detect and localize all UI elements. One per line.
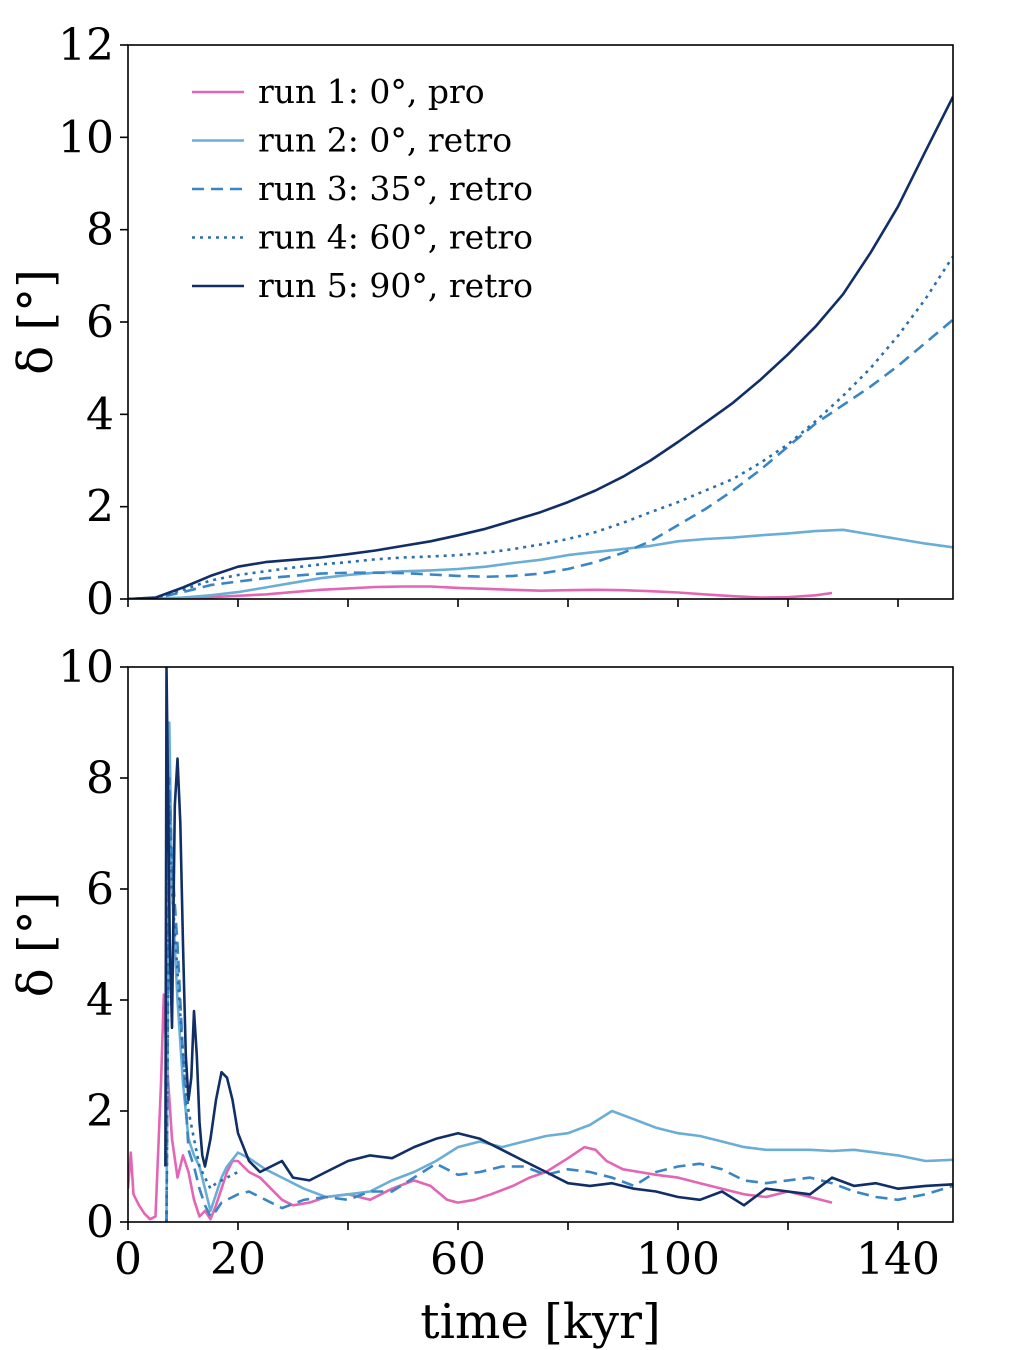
y-tick-label: 8	[86, 205, 114, 256]
legend-label-1: run 1: 0°, pro	[258, 72, 485, 111]
x-tick-label: 60	[430, 1234, 486, 1285]
legend-label-2: run 2: 0°, retro	[258, 121, 512, 160]
series-line-5	[128, 96, 953, 599]
x-tick-label: 140	[856, 1234, 940, 1285]
series-line-3	[128, 318, 953, 599]
y-tick-label: 0	[86, 574, 114, 625]
y-tick-label: 10	[58, 642, 114, 693]
x-tick-label: 20	[210, 1234, 266, 1285]
y-tick-label: 4	[86, 975, 114, 1026]
legend: run 1: 0°, pro run 2: 0°, retro run 3: 35°…	[192, 72, 533, 305]
x-tick-label: 100	[636, 1234, 720, 1285]
y-tick-label: 6	[86, 297, 114, 348]
y-tick-label: 6	[86, 864, 114, 915]
series-line-5	[164, 667, 953, 1207]
axes-frame	[127, 666, 954, 1223]
legend-label-5: run 5: 90°, retro	[258, 266, 533, 305]
y-tick-label: 2	[86, 482, 114, 533]
series-line-1	[128, 585, 833, 599]
series-line-3	[165, 776, 953, 1222]
series-line-4	[128, 255, 953, 599]
y-axis-label: δ [°]	[8, 892, 64, 998]
legend-label-4: run 4: 60°, retro	[258, 218, 533, 257]
y-tick-label: 4	[86, 389, 114, 440]
series-line-2	[128, 528, 953, 599]
y-tick-label: 10	[58, 112, 114, 163]
y-axis-label: δ [°]	[8, 269, 64, 375]
y-tick-label: 0	[86, 1197, 114, 1248]
top-panel: 0 2 4 6 8 10 12 δ [°] run 1: 0°, pro run 2: 0°, r…	[8, 20, 954, 625]
x-tick-label: 0	[114, 1234, 142, 1285]
legend-label-3: run 3: 35°, retro	[258, 169, 533, 208]
y-tick-label: 12	[58, 20, 114, 71]
y-tick-label: 8	[86, 753, 114, 804]
x-axis-label: time [kyr]	[420, 1294, 660, 1350]
y-tick-label: 2	[86, 1086, 114, 1137]
axes-frame	[127, 44, 954, 600]
series-line-2	[165, 721, 953, 1222]
